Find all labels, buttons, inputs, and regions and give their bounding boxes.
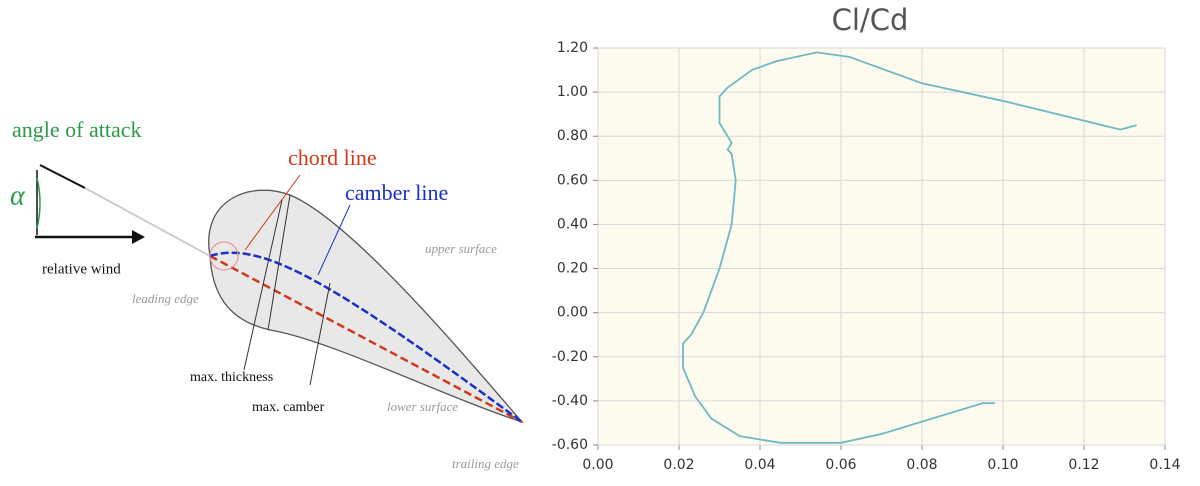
label: angle of attack (12, 117, 142, 142)
y-tick-label: 0.80 (557, 128, 588, 144)
x-tick-label: 0.06 (825, 457, 856, 473)
x-tick-label: 0.04 (744, 457, 775, 473)
chord-extension (39, 164, 86, 189)
leading-circle (209, 241, 239, 271)
alpha-arc (36, 177, 41, 229)
chart: 0.00 0.02 0.04 0.06 0.08 0.10 0.12 0.14 -0.60 -0.… (552, 40, 1181, 473)
label: camber line (345, 180, 448, 205)
y-tick-label: -0.20 (552, 349, 588, 365)
x-tick-label: 0.12 (1068, 457, 1099, 473)
thickness-line (267, 194, 291, 331)
y-tick-label: 0.40 (557, 216, 588, 232)
label: upper surface (425, 241, 497, 256)
data-line (682, 51, 1137, 444)
label: lower surface (387, 399, 458, 414)
label: trailing edge (452, 456, 519, 471)
label: chord line (288, 145, 377, 170)
thickness-pointer (243, 199, 283, 371)
x-tick-label: 0.00 (582, 457, 613, 473)
label: max. camber (252, 400, 325, 415)
y-tick-label: -0.40 (552, 393, 588, 409)
x-tick-label: 0.10 (987, 457, 1018, 473)
plot-area (597, 47, 1166, 446)
label: max. thickness (190, 370, 273, 385)
camber-label-pointer (317, 204, 351, 276)
label: relative wind (42, 261, 121, 277)
y-tick-label: 1.00 (557, 84, 588, 100)
camber-pointer (309, 282, 331, 386)
airfoil-diagram: angle of attack α relative wind chord li… (10, 117, 525, 471)
y-tick-label: 1.20 (557, 40, 588, 56)
chord-pointer (244, 174, 301, 251)
x-tick-label: 0.08 (906, 457, 937, 473)
x-tick-label: 0.02 (663, 457, 694, 473)
arrow-head (132, 230, 145, 244)
y-tick-label: 0.00 (557, 305, 588, 321)
wind-line (84, 187, 211, 257)
x-tick-label: 0.14 (1149, 457, 1180, 473)
y-tick-label: -0.60 (552, 437, 588, 453)
chord-line (209, 254, 523, 424)
label: leading edge (132, 291, 199, 306)
chart-title: Cl/Cd (832, 3, 909, 37)
label: α (10, 180, 26, 211)
y-tick-label: 0.20 (557, 261, 588, 277)
y-tick-label: 0.60 (557, 172, 588, 188)
